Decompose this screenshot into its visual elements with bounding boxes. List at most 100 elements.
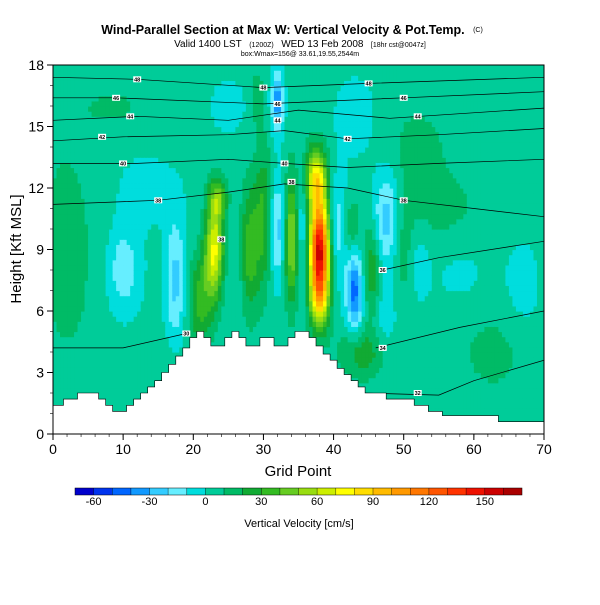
w-cell xyxy=(74,70,78,76)
w-cell xyxy=(228,224,232,230)
w-cell xyxy=(214,168,218,174)
w-cell xyxy=(200,137,204,143)
w-cell xyxy=(183,111,187,117)
w-cell xyxy=(225,275,229,281)
w-cell xyxy=(249,285,253,291)
w-cell xyxy=(270,301,274,307)
w-cell xyxy=(169,70,173,76)
w-cell xyxy=(64,75,68,81)
w-cell xyxy=(71,357,75,363)
w-cell xyxy=(109,219,113,225)
w-cell xyxy=(221,321,225,327)
w-cell xyxy=(130,316,134,322)
w-cell xyxy=(85,296,89,302)
w-cell xyxy=(134,183,138,189)
w-cell xyxy=(95,224,99,230)
w-cell xyxy=(74,168,78,174)
w-cell xyxy=(169,280,173,286)
w-cell xyxy=(228,162,232,168)
w-cell xyxy=(106,239,110,245)
w-cell xyxy=(263,132,267,138)
w-cell xyxy=(183,70,187,76)
w-cell xyxy=(183,270,187,276)
w-cell xyxy=(291,229,295,235)
w-cell xyxy=(179,265,183,271)
w-cell xyxy=(81,239,85,245)
w-cell xyxy=(239,142,243,148)
w-cell xyxy=(225,65,229,71)
w-cell xyxy=(267,198,271,204)
w-cell xyxy=(190,183,194,189)
w-cell xyxy=(60,178,64,184)
w-cell xyxy=(148,285,152,291)
w-cell xyxy=(88,116,92,122)
w-cell xyxy=(183,296,187,302)
w-cell xyxy=(123,378,127,384)
w-cell xyxy=(81,86,85,92)
w-cell xyxy=(99,152,103,158)
w-cell xyxy=(162,352,166,358)
w-cell xyxy=(137,291,141,297)
w-cell xyxy=(263,265,267,271)
w-cell xyxy=(228,260,232,266)
w-cell xyxy=(270,168,274,174)
w-cell xyxy=(85,234,89,240)
w-cell xyxy=(67,188,71,194)
w-cell xyxy=(246,332,250,338)
w-cell xyxy=(249,162,253,168)
w-cell xyxy=(99,101,103,107)
w-cell xyxy=(92,255,96,261)
w-cell xyxy=(239,296,243,302)
w-cell xyxy=(277,80,281,86)
w-cell xyxy=(113,280,117,286)
w-cell xyxy=(235,234,239,240)
w-cell xyxy=(221,244,225,250)
w-cell xyxy=(92,147,96,153)
w-cell xyxy=(183,291,187,297)
w-cell xyxy=(176,219,180,225)
w-cell xyxy=(95,301,99,307)
w-cell xyxy=(214,183,218,189)
w-cell xyxy=(281,188,285,194)
w-cell xyxy=(197,260,201,266)
w-cell xyxy=(207,152,211,158)
w-cell xyxy=(197,255,201,261)
w-cell xyxy=(267,332,271,338)
w-cell xyxy=(270,239,274,245)
w-cell xyxy=(242,152,246,158)
w-cell xyxy=(291,198,295,204)
w-cell xyxy=(120,214,124,220)
w-cell xyxy=(81,219,85,225)
w-cell xyxy=(253,326,257,332)
w-cell xyxy=(158,291,162,297)
w-cell xyxy=(277,152,281,158)
w-cell xyxy=(123,367,127,373)
w-cell xyxy=(102,219,106,225)
w-cell xyxy=(137,347,141,353)
w-cell xyxy=(291,265,295,271)
w-cell xyxy=(221,209,225,215)
w-cell xyxy=(116,352,120,358)
w-cell xyxy=(165,183,169,189)
w-cell xyxy=(109,193,113,199)
w-cell xyxy=(109,321,113,327)
w-cell xyxy=(221,162,225,168)
w-cell xyxy=(270,316,274,322)
w-cell xyxy=(78,193,82,199)
w-cell xyxy=(291,147,295,153)
w-cell xyxy=(211,132,215,138)
w-cell xyxy=(186,168,190,174)
w-cell xyxy=(165,342,169,348)
w-cell xyxy=(71,203,75,209)
w-cell xyxy=(193,306,197,312)
w-cell xyxy=(270,91,274,97)
w-cell xyxy=(186,255,190,261)
w-cell xyxy=(130,378,134,384)
w-cell xyxy=(106,296,110,302)
w-cell xyxy=(85,383,89,389)
w-cell xyxy=(57,214,61,220)
w-cell xyxy=(183,209,187,215)
w-cell xyxy=(158,209,162,215)
w-cell xyxy=(155,86,159,92)
w-cell xyxy=(176,250,180,256)
